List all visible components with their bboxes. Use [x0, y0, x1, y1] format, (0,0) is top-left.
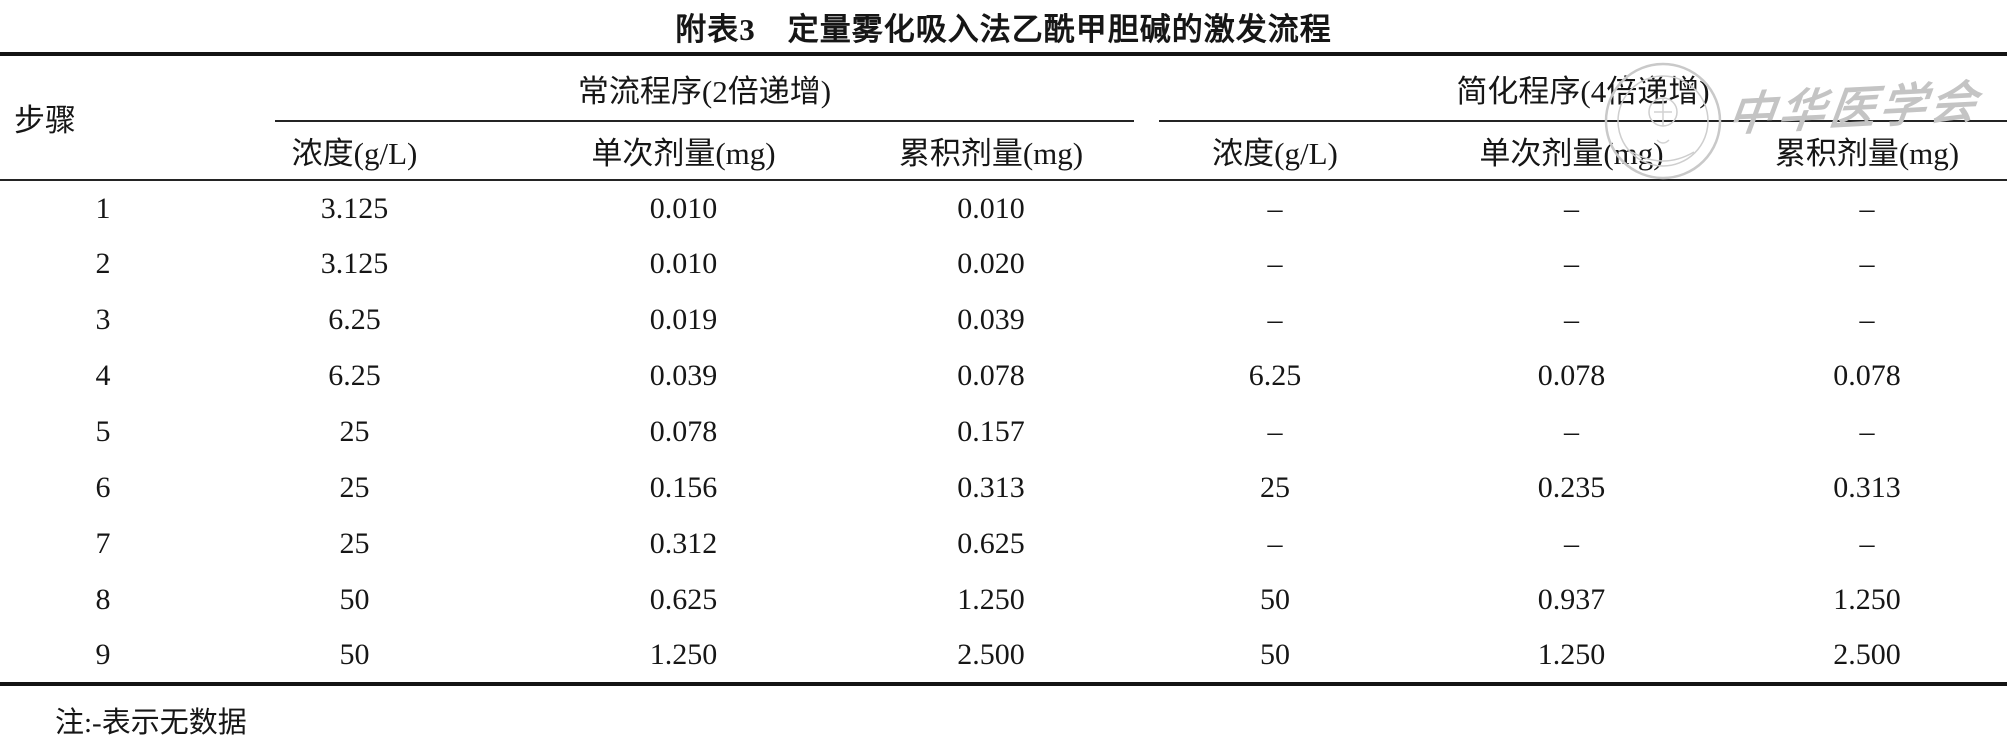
cell-value: 0.313 — [957, 471, 1025, 504]
col-header-single-dose-simplified: 单次剂量(mg) — [1416, 122, 1727, 181]
cell-value: – — [1267, 191, 1283, 225]
cell-value: – — [1564, 191, 1579, 225]
cell-value: 0.019 — [649, 303, 718, 336]
table-row: 6 25 0.156 0.313 25 0.235 0.313 — [0, 460, 2007, 516]
cell-value: 0.010 — [649, 247, 718, 280]
cell-step: 5 — [95, 415, 111, 448]
cell-value: – — [1564, 527, 1579, 560]
dose-protocol-table: 步骤 常流程序(2倍递增) 简化程序(4倍递增) 浓度(g/L) 单次剂量(mg — [0, 52, 2007, 686]
table-row: 9 50 1.250 2.500 50 1.250 2.500 — [0, 628, 2007, 684]
cell-value: 3.125 — [320, 247, 389, 280]
cell-value: – — [1859, 415, 1875, 448]
cell-value: 50 — [1260, 583, 1290, 616]
cell-step: 6 — [95, 471, 111, 504]
cell-value: – — [1564, 303, 1579, 336]
cell-value: 1.250 — [957, 583, 1025, 616]
cell-value: 6.25 — [1248, 359, 1302, 392]
group-spanner-rule — [1159, 120, 2007, 122]
table-row: 1 3.125 0.010 0.010 – – – — [0, 180, 2007, 236]
cell-step: 2 — [95, 247, 111, 280]
cell-value: 2.500 — [957, 638, 1025, 671]
table-row: 7 25 0.312 0.625 – – – — [0, 516, 2007, 572]
sub-header-row: 浓度(g/L) 单次剂量(mg) 累积剂量(mg) 浓度(g/L) 单次剂量(m… — [0, 122, 2007, 181]
cell-value: 0.010 — [957, 191, 1025, 225]
cell-value: – — [1859, 527, 1875, 560]
cell-value: 25 — [339, 471, 370, 504]
cell-value: 50 — [339, 638, 370, 671]
cell-value: 1.250 — [1833, 583, 1901, 616]
cell-step: 3 — [95, 303, 111, 336]
table-row: 4 6.25 0.039 0.078 6.25 0.078 0.078 — [0, 348, 2007, 404]
cell-value: 0.157 — [957, 415, 1025, 448]
cell-value: – — [1859, 247, 1875, 280]
cell-value: 50 — [339, 583, 370, 616]
cell-value: 0.078 — [957, 359, 1025, 392]
group-header-row: 步骤 常流程序(2倍递增) 简化程序(4倍递增) — [0, 54, 2007, 181]
cell-value: 25 — [339, 527, 370, 560]
group-label-simplified: 简化程序(4倍递增) — [1456, 74, 1710, 109]
cell-value: 0.625 — [649, 583, 718, 616]
table-row: 2 3.125 0.010 0.020 – – – — [0, 236, 2007, 292]
step-column-header: 步骤 — [0, 54, 190, 181]
cell-value: 50 — [1260, 638, 1290, 671]
cell-value: – — [1267, 527, 1283, 560]
cell-value: 25 — [1260, 471, 1290, 504]
cell-value: 0.078 — [1833, 359, 1901, 392]
cell-value: 0.156 — [649, 471, 718, 504]
cell-value: 0.078 — [1537, 359, 1606, 392]
col-header-concentration-normal: 浓度(g/L) — [190, 122, 519, 181]
cell-value: 0.937 — [1537, 583, 1606, 616]
group-spanner-rule — [275, 120, 1134, 122]
group-header-simplified: 简化程序(4倍递增) — [1134, 54, 2007, 122]
cell-value: 0.235 — [1537, 471, 1606, 504]
cell-value: – — [1267, 247, 1283, 280]
cell-value: – — [1859, 303, 1875, 336]
col-header-single-dose-normal: 单次剂量(mg) — [519, 122, 848, 181]
cell-value: 0.020 — [957, 247, 1025, 280]
col-header-concentration-simplified: 浓度(g/L) — [1134, 122, 1416, 181]
cell-step: 9 — [95, 638, 111, 671]
cell-value: 25 — [339, 415, 370, 448]
cell-step: 4 — [95, 359, 111, 392]
cell-value: 0.039 — [957, 303, 1025, 336]
cell-value: 2.500 — [1833, 638, 1901, 671]
table-row: 8 50 0.625 1.250 50 0.937 1.250 — [0, 572, 2007, 628]
cell-value: 0.010 — [649, 191, 718, 225]
col-header-cumulative-dose-normal: 累积剂量(mg) — [848, 122, 1134, 181]
group-header-normal: 常流程序(2倍递增) — [190, 54, 1134, 122]
cell-value: 6.25 — [328, 359, 381, 392]
col-header-cumulative-dose-simplified: 累积剂量(mg) — [1727, 122, 2007, 181]
cell-value: 0.078 — [649, 415, 718, 448]
cell-step: 1 — [95, 191, 111, 225]
cell-value: 0.625 — [957, 527, 1025, 560]
cell-step: 8 — [95, 583, 111, 616]
cell-value: 3.125 — [320, 191, 389, 225]
cell-value: 6.25 — [328, 303, 381, 336]
cell-value: – — [1267, 415, 1283, 448]
cell-value: – — [1564, 247, 1579, 280]
cell-value: 1.250 — [649, 638, 718, 671]
cell-value: 1.250 — [1537, 638, 1606, 671]
footnote: 注:-表示无数据 — [55, 707, 247, 737]
cell-value: – — [1859, 191, 1875, 225]
table-row: 3 6.25 0.019 0.039 – – – — [0, 292, 2007, 348]
table-title: 附表3 定量雾化吸入法乙酰甲胆碱的激发流程 — [675, 11, 1332, 47]
cell-step: 7 — [95, 527, 111, 560]
cell-value: 0.313 — [1833, 471, 1901, 504]
cell-value: 0.039 — [649, 359, 718, 392]
table-row: 5 25 0.078 0.157 – – – — [0, 404, 2007, 460]
group-label-normal: 常流程序(2倍递增) — [577, 74, 832, 109]
cell-value: – — [1564, 415, 1579, 448]
cell-value: 0.312 — [649, 527, 718, 560]
cell-value: – — [1267, 303, 1283, 336]
